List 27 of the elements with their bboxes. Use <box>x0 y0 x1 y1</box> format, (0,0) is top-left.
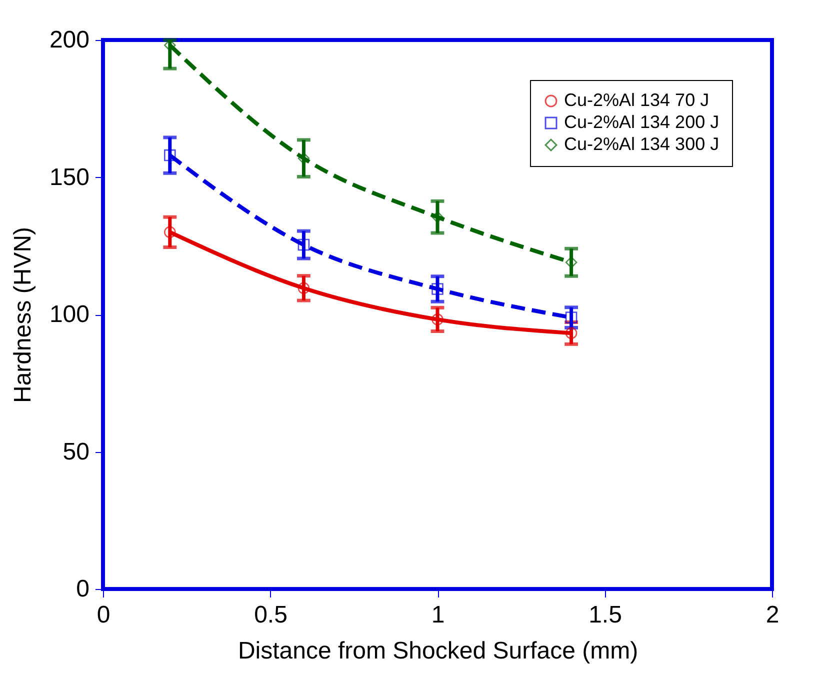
point <box>298 238 310 251</box>
legend-label: Cu-2%Al 134 70 J <box>564 90 710 110</box>
point <box>432 211 444 223</box>
y-axis-title: Hardness (HVN) <box>9 226 36 404</box>
point <box>432 283 444 295</box>
y-tick-label: 200 <box>49 26 90 54</box>
point <box>565 312 578 324</box>
point <box>432 314 444 326</box>
point <box>298 282 310 294</box>
point <box>164 226 176 238</box>
point <box>298 152 310 164</box>
y-tick-label: 100 <box>49 301 90 328</box>
point <box>164 39 176 52</box>
legend-label: Cu-2%Al 134 300 J <box>564 134 720 154</box>
point <box>565 327 578 340</box>
x-tick-label: 1 <box>431 602 445 628</box>
legend-label: Cu-2%Al 134 200 J <box>564 112 720 132</box>
x-tick-label: 0 <box>96 602 110 628</box>
x-tick-label: 0.5 <box>254 602 288 628</box>
y-tick-label: 150 <box>49 164 90 191</box>
x-tick-label: 1.5 <box>588 602 622 628</box>
point <box>565 256 578 268</box>
y-tick-label: 50 <box>62 438 90 466</box>
y-tick-label: 0 <box>76 576 90 602</box>
point <box>164 149 176 162</box>
x-axis-title: Distance from Shocked Surface (mm) <box>238 638 638 664</box>
x-tick-label: 2 <box>766 602 780 628</box>
